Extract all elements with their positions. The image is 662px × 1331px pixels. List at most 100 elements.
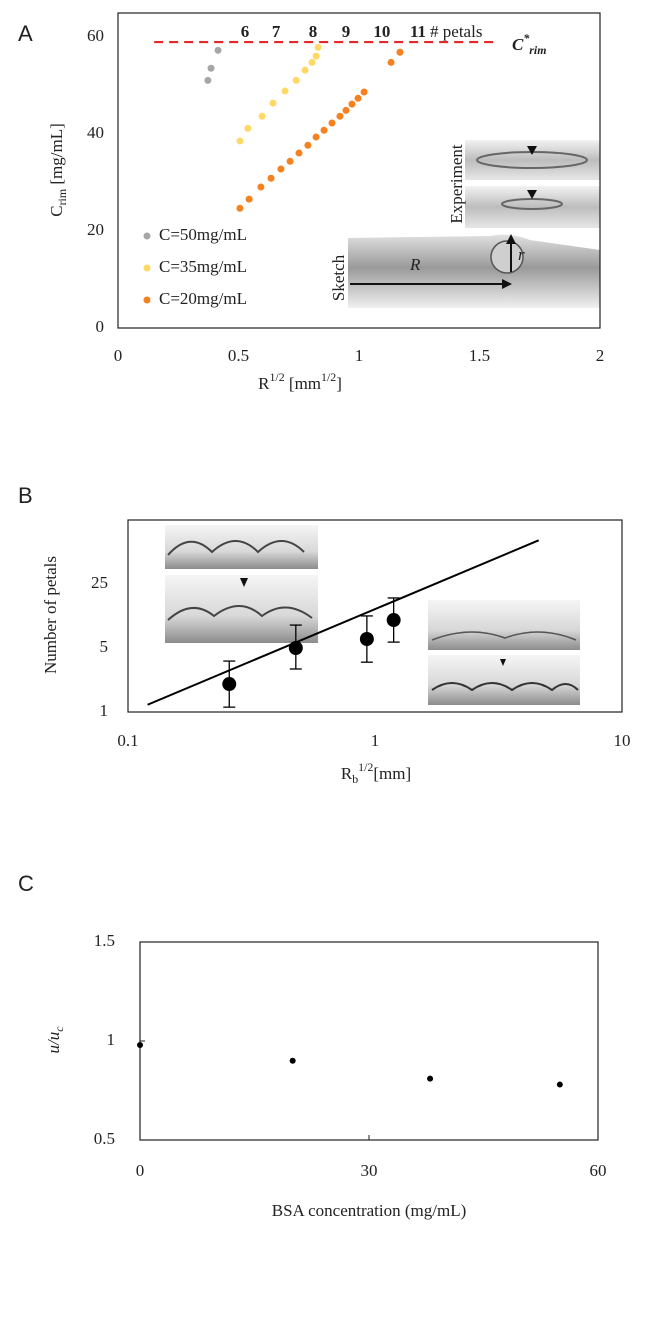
petals-title: # petals	[430, 22, 482, 41]
data-point	[277, 165, 285, 173]
petal-count: 10	[373, 22, 390, 41]
x-tick-label: 0.5	[228, 346, 249, 365]
sketch-small-r: r	[518, 245, 525, 264]
data-point	[236, 137, 244, 145]
data-point	[137, 1041, 143, 1048]
y-tick-label: 1	[100, 701, 109, 720]
x-tick-label: 10	[614, 731, 631, 750]
x-tick-label: 60	[590, 1161, 607, 1180]
label-part: [mm	[285, 374, 321, 393]
label-part: Number of petals	[41, 556, 60, 674]
label-part: ]	[336, 374, 342, 393]
data-point	[214, 46, 222, 54]
data-point	[354, 94, 362, 102]
inset-experiment: Experiment	[447, 140, 600, 228]
inset-sketch: R r Sketch	[329, 234, 600, 308]
experiment-label: Experiment	[447, 144, 466, 224]
plot-frame	[127, 519, 623, 713]
x-axis-label: R1/2 [mm1/2]	[258, 370, 342, 393]
y-tick-label: 25	[91, 573, 108, 592]
data-point	[244, 124, 252, 132]
legend-swatch	[143, 264, 151, 272]
y-axis-label: Crim [mg/mL]	[47, 123, 69, 217]
legend-label: C=20mg/mL	[159, 289, 247, 308]
data-point	[295, 149, 303, 157]
petal-count: 6	[241, 22, 250, 41]
legend-swatch	[143, 232, 151, 240]
data-point	[269, 99, 277, 107]
label-part: C	[47, 205, 66, 216]
data-point	[312, 133, 320, 141]
x-tick-label: 30	[361, 1161, 378, 1180]
label-part: C	[512, 35, 524, 54]
data-point	[301, 66, 309, 74]
data-point	[386, 613, 401, 628]
x-tick-label: 0	[114, 346, 123, 365]
data-point	[396, 48, 404, 56]
data-point	[308, 58, 316, 66]
petal-count: 9	[342, 22, 351, 41]
x-axis-label: Rb1/2[mm]	[341, 760, 411, 786]
label-part: rim	[55, 188, 69, 205]
x-tick-label: 1	[371, 731, 380, 750]
plot-frame	[139, 941, 599, 1141]
data-point	[328, 119, 336, 127]
label-part: b	[352, 772, 358, 786]
panel-label: C	[18, 871, 34, 896]
y-axis-label: Number of petals	[41, 556, 60, 674]
data-point	[258, 112, 266, 120]
panel-label: A	[18, 21, 33, 46]
panel-label: B	[18, 483, 33, 508]
data-point	[292, 76, 300, 84]
y-tick-label: 1	[107, 1030, 116, 1049]
petal-count: 11	[410, 22, 426, 41]
x-tick-label: 0	[136, 1161, 145, 1180]
label-part: [mg/mL]	[47, 123, 66, 189]
data-point	[312, 52, 320, 60]
legend-swatch	[143, 296, 151, 304]
y-tick-label: 0.5	[94, 1129, 115, 1148]
label-part: BSA concentration (mg/mL)	[272, 1201, 467, 1220]
sketch-label: Sketch	[329, 254, 348, 301]
data-point	[204, 76, 212, 84]
legend-label: C=50mg/mL	[159, 225, 247, 244]
data-point	[267, 174, 275, 182]
y-tick-label: 20	[87, 220, 104, 239]
label-part: *	[523, 31, 529, 45]
x-tick-label: 0.1	[117, 731, 138, 750]
y-tick-label: 0	[96, 317, 105, 336]
sketch-big-r: R	[409, 255, 421, 274]
inset-petals	[165, 525, 580, 705]
label-part: rim	[529, 43, 546, 57]
data-point	[348, 100, 356, 108]
plot-frame	[117, 12, 601, 329]
data-point	[257, 183, 265, 191]
data-point	[427, 1075, 434, 1082]
data-point	[304, 141, 312, 149]
x-tick-label: 1	[355, 346, 364, 365]
label-part: 1/2	[358, 760, 373, 774]
data-point	[245, 195, 253, 203]
data-point	[360, 88, 368, 96]
data-point	[288, 641, 303, 655]
x-tick-label: 1.5	[469, 346, 490, 365]
label-part: R	[258, 374, 270, 393]
x-tick-label: 2	[596, 346, 605, 365]
y-tick-label: 1.5	[94, 931, 115, 950]
data-point	[286, 157, 294, 165]
data-point	[336, 112, 344, 120]
label-part: [mm]	[373, 764, 411, 783]
data-point	[281, 87, 289, 95]
y-tick-label: 5	[100, 637, 109, 656]
label-part: 1/2	[269, 370, 284, 384]
data-point	[556, 1081, 563, 1088]
fit-line	[147, 539, 540, 706]
data-point	[207, 64, 215, 72]
label-part: 1/2	[321, 370, 336, 384]
label-part: c	[52, 1026, 66, 1032]
legend-label: C=35mg/mL	[159, 257, 247, 276]
y-tick-label: 40	[87, 123, 104, 142]
x-axis-label: BSA concentration (mg/mL)	[272, 1201, 467, 1220]
data-point	[314, 43, 322, 51]
